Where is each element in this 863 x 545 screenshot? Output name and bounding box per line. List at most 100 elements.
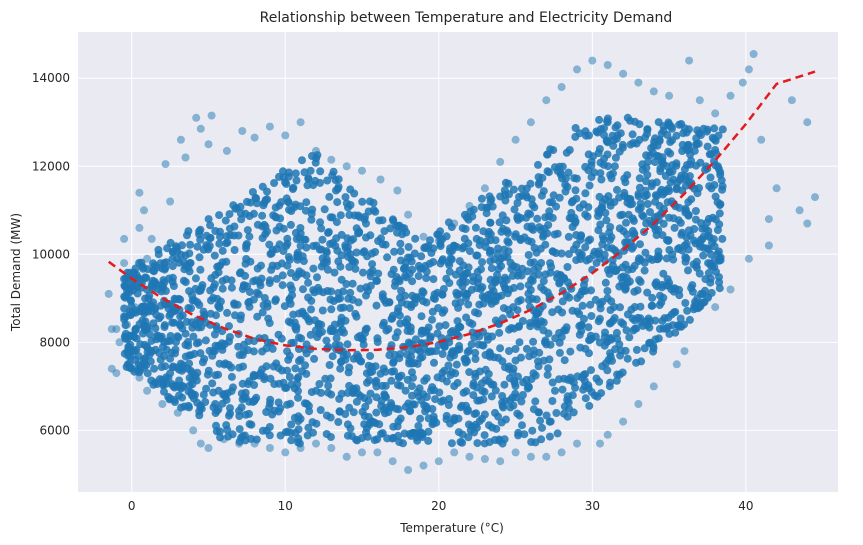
scatter-point (302, 369, 311, 378)
scatter-point (479, 227, 488, 236)
scatter-point (501, 397, 510, 406)
scatter-point (170, 307, 179, 316)
scatter-point (738, 78, 747, 87)
scatter-point (440, 306, 449, 315)
scatter-point (318, 235, 327, 244)
scatter-point (510, 205, 519, 214)
scatter-point (527, 237, 536, 246)
scatter-point (166, 197, 175, 206)
scatter-point (595, 115, 604, 124)
scatter-point (500, 380, 509, 389)
scatter-point (270, 406, 279, 415)
scatter-point (487, 289, 495, 298)
scatter-point (296, 444, 305, 452)
scatter-point (424, 436, 433, 445)
scatter-point (323, 287, 332, 295)
scatter-point (511, 389, 520, 398)
scatter-point (193, 242, 202, 251)
scatter-point (584, 381, 593, 390)
scatter-point (213, 262, 222, 271)
scatter-point (241, 436, 250, 445)
scatter-point (434, 237, 443, 246)
scatter-point (325, 361, 334, 369)
scatter-point (628, 130, 637, 139)
scatter-point (693, 294, 702, 303)
scatter-point (404, 253, 412, 262)
scatter-point (328, 352, 337, 361)
scatter-point (284, 168, 293, 177)
scatter-point (618, 210, 627, 219)
scatter-point (334, 257, 343, 266)
scatter-point (286, 399, 295, 408)
scatter-point (506, 310, 515, 319)
scatter-point (414, 422, 423, 430)
scatter-point (565, 293, 574, 302)
scatter-point (715, 201, 724, 210)
scatter-point (453, 317, 462, 326)
scatter-point (445, 279, 454, 287)
scatter-point (568, 306, 577, 315)
scatter-point (236, 209, 245, 218)
scatter-point (480, 293, 489, 302)
scatter-point (528, 426, 537, 435)
scatter-point (617, 318, 626, 327)
scatter-point (529, 346, 538, 355)
scatter-point (565, 214, 574, 222)
scatter-point (301, 361, 310, 370)
scatter-point (510, 376, 519, 385)
scatter-point (349, 257, 358, 266)
scatter-point (518, 421, 526, 430)
scatter-point (438, 290, 447, 299)
scatter-point (537, 191, 546, 200)
scatter-point (527, 438, 536, 446)
scatter-point (680, 124, 689, 133)
scatter-point (707, 250, 715, 259)
scatter-point (623, 354, 632, 363)
scatter-point (133, 289, 142, 298)
scatter-point (198, 358, 207, 367)
scatter-point (195, 411, 204, 420)
scatter-point (125, 288, 134, 297)
scatter-point (605, 319, 614, 328)
scatter-point (246, 257, 255, 266)
scatter-point (278, 281, 287, 290)
scatter-point (294, 393, 302, 402)
scatter-point (401, 402, 410, 411)
scatter-point (199, 390, 208, 399)
scatter-point (160, 278, 169, 287)
scatter-point (178, 361, 187, 370)
scatter-point (711, 146, 720, 154)
scatter-point (314, 283, 323, 292)
scatter-point (243, 197, 251, 206)
scatter-point (349, 408, 358, 417)
scatter-point (445, 338, 454, 347)
scatter-point (523, 384, 532, 393)
scatter-point (206, 286, 215, 295)
scatter-point (327, 324, 336, 333)
scatter-point (552, 409, 561, 417)
scatter-point (563, 263, 572, 271)
scatter-point (265, 444, 274, 452)
scatter-point (285, 373, 294, 381)
scatter-point (336, 364, 345, 373)
scatter-point (463, 348, 472, 357)
scatter-point (250, 439, 259, 448)
scatter-point (158, 375, 167, 384)
scatter-point (141, 294, 150, 303)
scatter-point (285, 255, 294, 264)
scatter-point (628, 199, 637, 208)
scatter-point (309, 242, 318, 250)
scatter-point (328, 239, 337, 247)
scatter-point (204, 444, 213, 452)
scatter-point (691, 215, 700, 224)
scatter-point (214, 370, 223, 379)
scatter-point (688, 281, 697, 290)
scatter-point (458, 224, 467, 233)
scatter-point (362, 424, 371, 433)
scatter-point (371, 248, 380, 256)
scatter-point (145, 330, 154, 339)
scatter-point (665, 168, 674, 177)
scatter-point (578, 301, 587, 310)
scatter-point (543, 229, 552, 238)
scatter-point (640, 266, 649, 275)
